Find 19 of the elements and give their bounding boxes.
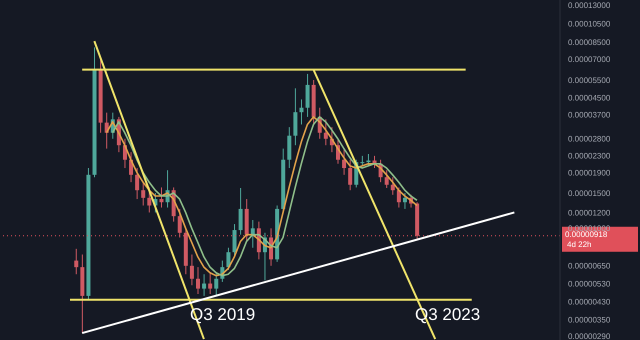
y-tick-label: 0.00004500 [568,93,611,102]
ref-line-label: 0.00000918 [565,230,608,239]
y-tick-label: 0.00002800 [568,134,611,144]
y-tick-label: 0.00001900 [568,168,611,178]
text: 4d 22h [567,240,592,249]
y-tick-label: 0.00005500 [568,76,611,85]
y-tick-label: 0.00010500 [568,20,611,29]
y-tick-label: 0.00000530 [568,279,611,288]
y-tick-label: 0.00003700 [568,110,611,120]
y-tick-label: 0.00000350 [568,315,611,324]
y-tick-label: 0.00000650 [568,262,611,271]
y-tick-label: 0.00001200 [568,208,611,218]
y-tick-label: 0.00000290 [568,332,611,340]
y-tick-label: 0.00001500 [568,188,611,198]
y-tick-label: 0.00008500 [568,38,611,47]
y-tick-label: 0.00007000 [568,54,611,64]
y-tick-label: 0.00013000 [568,1,611,10]
y-tick-label: 0.00002300 [568,152,611,161]
y-tick-label: 0.00000430 [568,298,611,307]
